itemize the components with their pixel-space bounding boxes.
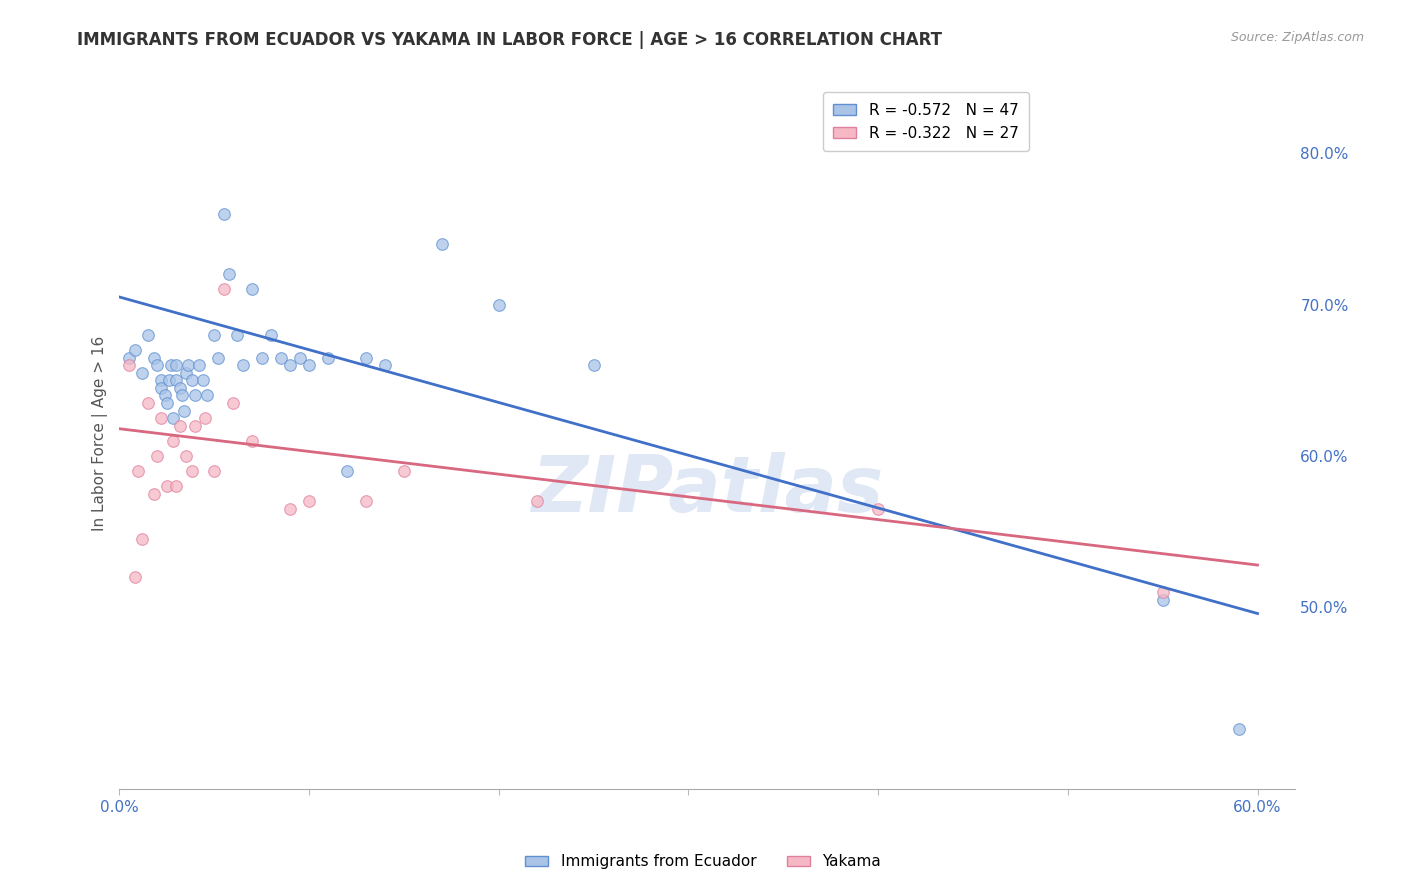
Point — [165, 358, 187, 372]
Point — [150, 411, 173, 425]
Point — [430, 237, 453, 252]
Point — [488, 297, 510, 311]
Point — [250, 351, 273, 365]
Point — [582, 358, 605, 372]
Point — [222, 396, 245, 410]
Point — [240, 434, 263, 448]
Point — [207, 351, 229, 365]
Legend: Immigrants from Ecuador, Yakama: Immigrants from Ecuador, Yakama — [519, 848, 887, 875]
Point — [298, 494, 321, 508]
Point — [150, 373, 173, 387]
Point — [165, 373, 187, 387]
Point — [354, 494, 377, 508]
Point — [232, 358, 254, 372]
Point — [298, 358, 321, 372]
Point — [146, 358, 169, 372]
Point — [153, 388, 176, 402]
Point — [131, 366, 153, 380]
Point — [278, 358, 301, 372]
Legend: R = -0.572   N = 47, R = -0.322   N = 27: R = -0.572 N = 47, R = -0.322 N = 27 — [823, 92, 1029, 152]
Point — [150, 381, 173, 395]
Point — [188, 358, 211, 372]
Point — [526, 494, 548, 508]
Point — [169, 418, 191, 433]
Point — [124, 343, 146, 357]
Point — [1152, 592, 1174, 607]
Y-axis label: In Labor Force | Age > 16: In Labor Force | Age > 16 — [93, 335, 108, 531]
Point — [156, 479, 179, 493]
Point — [194, 411, 217, 425]
Point — [177, 358, 200, 372]
Point — [162, 434, 184, 448]
Point — [260, 327, 283, 342]
Point — [202, 464, 225, 478]
Point — [374, 358, 396, 372]
Point — [156, 396, 179, 410]
Point — [159, 358, 181, 372]
Point — [180, 373, 202, 387]
Point — [157, 373, 180, 387]
Point — [169, 381, 191, 395]
Point — [195, 388, 218, 402]
Point — [240, 282, 263, 296]
Point — [278, 502, 301, 516]
Point — [136, 327, 159, 342]
Point — [336, 464, 359, 478]
Point — [124, 570, 146, 584]
Text: IMMIGRANTS FROM ECUADOR VS YAKAMA IN LABOR FORCE | AGE > 16 CORRELATION CHART: IMMIGRANTS FROM ECUADOR VS YAKAMA IN LAB… — [77, 31, 942, 49]
Point — [146, 449, 169, 463]
Point — [218, 268, 240, 282]
Point — [184, 418, 207, 433]
Point — [118, 358, 141, 372]
Point — [131, 533, 153, 547]
Point — [191, 373, 214, 387]
Point — [212, 282, 235, 296]
Point — [173, 403, 195, 417]
Point — [127, 464, 149, 478]
Point — [162, 411, 184, 425]
Point — [174, 449, 197, 463]
Point — [136, 396, 159, 410]
Point — [142, 487, 165, 501]
Point — [202, 327, 225, 342]
Point — [170, 388, 193, 402]
Point — [142, 351, 165, 365]
Text: ZIPatlas: ZIPatlas — [531, 452, 883, 528]
Point — [1152, 585, 1174, 599]
Point — [392, 464, 415, 478]
Point — [270, 351, 292, 365]
Point — [226, 327, 249, 342]
Point — [1227, 722, 1250, 736]
Point — [212, 207, 235, 221]
Text: Source: ZipAtlas.com: Source: ZipAtlas.com — [1230, 31, 1364, 45]
Point — [165, 479, 187, 493]
Point — [316, 351, 339, 365]
Point — [288, 351, 311, 365]
Point — [354, 351, 377, 365]
Point — [184, 388, 207, 402]
Point — [180, 464, 202, 478]
Point — [868, 502, 890, 516]
Point — [118, 351, 141, 365]
Point — [174, 366, 197, 380]
